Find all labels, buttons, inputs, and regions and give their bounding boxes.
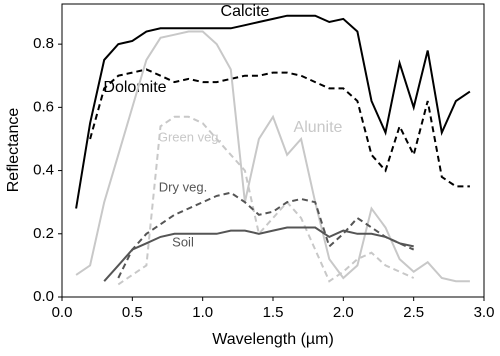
x-tick-label: 1.0	[192, 304, 213, 321]
y-tick-label: 0.0	[33, 288, 54, 305]
y-tick-label: 0.2	[33, 225, 54, 242]
x-tick-label: 2.5	[403, 304, 424, 321]
y-tick-label: 0.6	[33, 98, 54, 115]
series-label: Alunite	[294, 119, 343, 136]
y-tick-label: 0.4	[33, 162, 54, 179]
y-axis-label: Reflectance	[5, 108, 22, 193]
y-tick-label: 0.8	[33, 35, 54, 52]
series-label: Dolomite	[103, 79, 166, 96]
spectrum-line	[89, 68, 470, 188]
spectrum-line	[117, 115, 415, 286]
series-label: Calcite	[221, 3, 270, 20]
x-axis-label: Wavelength (µm)	[212, 331, 334, 348]
spectrum-line	[103, 226, 414, 282]
series-label: Green veg.	[158, 129, 222, 144]
x-tick-label: 2.0	[333, 304, 354, 321]
series-label: Soil	[172, 234, 194, 249]
x-tick-label: 1.5	[263, 304, 284, 321]
spectrum-line	[75, 30, 470, 283]
x-tick-label: 0.5	[122, 304, 143, 321]
x-tick-label: 3.0	[474, 304, 495, 321]
plot-frame	[61, 3, 485, 298]
x-tick-label: 0.0	[52, 304, 73, 321]
series-label: Dry veg.	[159, 179, 207, 194]
spectrum-line	[75, 14, 471, 209]
spectrum-line	[117, 191, 415, 279]
